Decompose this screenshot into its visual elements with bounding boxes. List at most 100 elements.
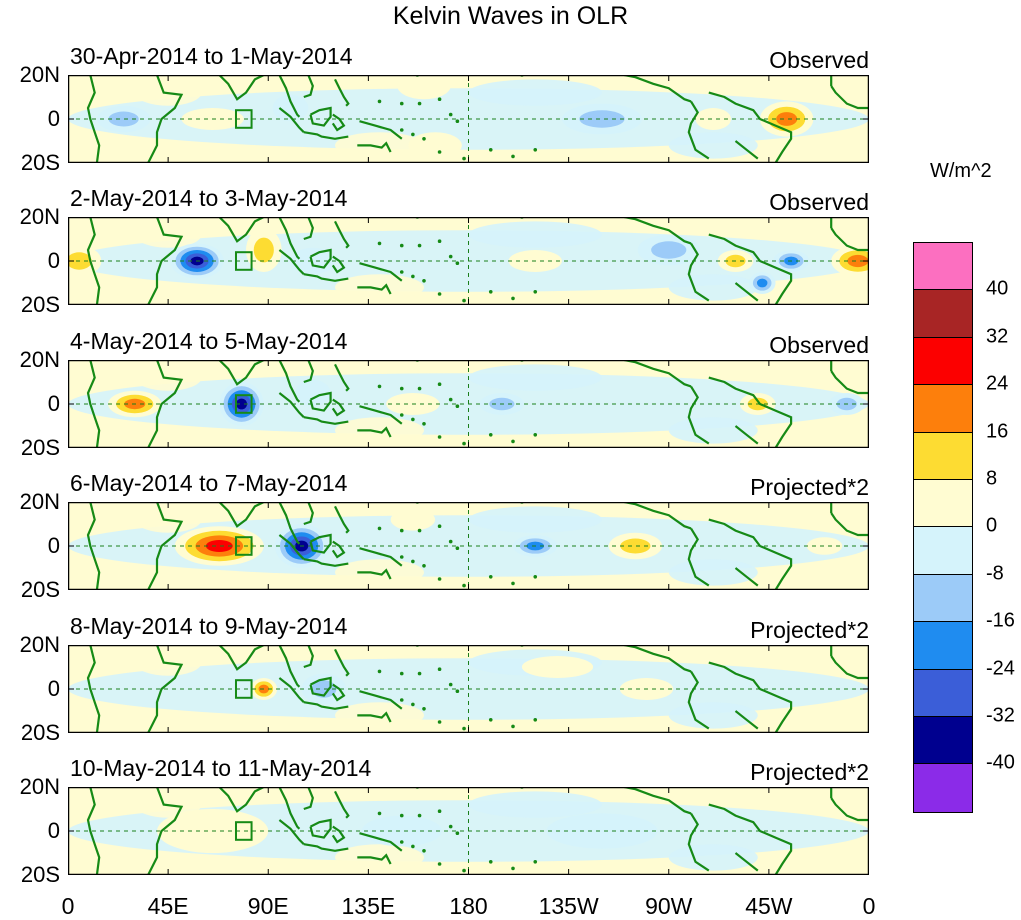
island-marker	[399, 101, 404, 106]
coastline	[86, 75, 101, 163]
island-marker	[533, 575, 538, 579]
reference-box	[234, 251, 253, 271]
coastline	[334, 648, 350, 677]
coastline	[357, 711, 392, 723]
island-marker	[462, 298, 466, 303]
island-marker	[417, 671, 422, 676]
island-marker	[411, 844, 415, 849]
latitude-label: 20N	[19, 489, 60, 514]
colorbar-swatch	[914, 574, 972, 623]
coastline	[278, 217, 301, 260]
coastline	[708, 233, 793, 305]
anomaly-contour	[108, 111, 139, 127]
island-marker	[511, 154, 515, 159]
coastline	[830, 512, 869, 537]
coastline	[331, 398, 346, 417]
latitude-label: 20N	[19, 62, 60, 87]
panel-mode-label: Observed	[769, 47, 869, 73]
olr-map-panel	[68, 502, 869, 590]
island-marker	[511, 724, 515, 729]
coastline	[303, 843, 349, 852]
island-marker	[488, 148, 493, 152]
longitude-label: 0	[862, 893, 876, 919]
colorbar-tick-label: 8	[986, 467, 998, 490]
island-marker	[448, 397, 453, 402]
longitude-label: 90E	[247, 893, 289, 919]
island-marker	[437, 809, 442, 813]
island-marker	[455, 689, 460, 693]
colorbar-swatch	[914, 337, 972, 386]
background-band	[668, 844, 758, 871]
island-marker	[411, 702, 415, 707]
island-marker	[437, 150, 442, 154]
panel-date-range: 30-Apr-2014 to 1-May-2014	[70, 43, 353, 69]
island-marker	[377, 384, 382, 389]
island-marker	[377, 99, 382, 104]
coastline	[334, 363, 350, 392]
colorbar-tick-label: -40	[986, 751, 1015, 774]
anomaly-contour	[651, 241, 687, 259]
latitude-label: 20S	[20, 577, 60, 602]
anomaly-contour	[408, 132, 462, 159]
anomaly-contour	[806, 537, 843, 555]
panel-mode-label: Observed	[769, 332, 869, 358]
island-marker	[417, 101, 422, 106]
coastline	[309, 533, 332, 554]
coastline	[278, 249, 305, 275]
coastline	[359, 832, 403, 852]
coastline	[147, 502, 184, 590]
coastline	[687, 527, 710, 587]
colorbar-tick-label: 0	[986, 514, 998, 537]
background-band	[468, 364, 602, 391]
coastline	[624, 75, 692, 103]
olr-anomaly-map	[68, 502, 869, 590]
longitude-label: 135E	[341, 893, 396, 919]
coastline	[303, 787, 314, 811]
olr-map-panel	[68, 787, 869, 875]
island-marker	[377, 669, 382, 674]
coastline	[708, 661, 793, 733]
island-marker	[462, 441, 466, 446]
anomaly-contour	[776, 112, 798, 126]
background-band	[668, 274, 758, 301]
anomaly-contour	[253, 237, 274, 263]
coastline	[359, 262, 403, 282]
background-band	[468, 791, 602, 818]
island-marker	[448, 682, 453, 687]
coastline	[687, 100, 710, 160]
panel-date-range: 2-May-2014 to 3-May-2014	[70, 185, 348, 211]
colorbar-swatch	[914, 716, 972, 765]
coastline	[278, 392, 305, 418]
coastline	[734, 425, 759, 445]
coastline	[303, 558, 349, 567]
latitude-label: 0	[47, 533, 60, 558]
coastline	[218, 645, 265, 671]
coastline	[734, 567, 759, 587]
olr-map-panel	[68, 217, 869, 305]
anomaly-contour	[272, 94, 309, 122]
coastline	[309, 818, 332, 839]
island-marker	[437, 435, 442, 439]
island-marker	[399, 813, 404, 818]
coastline	[624, 360, 692, 388]
coastline	[624, 217, 692, 245]
coastline	[708, 518, 793, 590]
island-marker	[377, 811, 382, 816]
latitude-label: 0	[47, 106, 60, 131]
olr-anomaly-map	[68, 787, 869, 875]
coastline	[331, 825, 346, 844]
coastline	[734, 710, 759, 730]
coastline	[624, 787, 692, 815]
coastline	[86, 645, 101, 733]
island-marker	[533, 718, 538, 722]
island-marker	[455, 546, 460, 550]
coastline	[303, 217, 314, 241]
island-marker	[399, 555, 404, 559]
island-marker	[399, 270, 404, 274]
island-marker	[411, 417, 415, 422]
reference-box	[234, 109, 253, 129]
colorbar-swatch	[914, 622, 972, 670]
latitude-label: 20N	[19, 632, 60, 657]
latitude-label: 20S	[20, 862, 60, 887]
colorbar-swatch	[914, 669, 972, 717]
